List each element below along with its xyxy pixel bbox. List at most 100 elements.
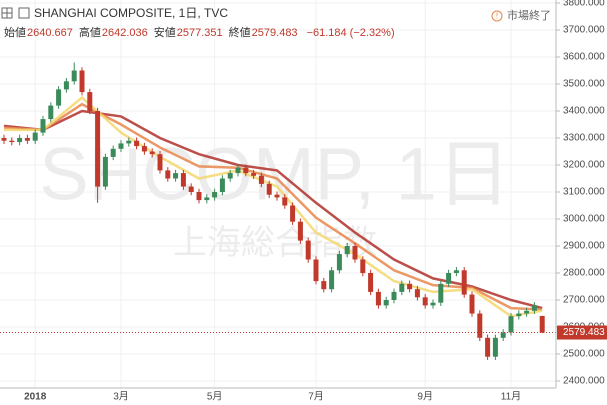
ribbon-line bbox=[4, 95, 543, 318]
candle-body bbox=[375, 291, 381, 306]
status-icon-mark: ! bbox=[496, 12, 498, 21]
candle-body bbox=[305, 240, 311, 260]
candle-body bbox=[352, 246, 358, 260]
candle-body bbox=[524, 310, 530, 314]
candle-body bbox=[79, 70, 85, 93]
y-tick-label: 3000.000 bbox=[563, 214, 605, 225]
ohlc-line: 始値 2640.667 高値 2642.036 安値 2577.351 終値 2579.483… bbox=[4, 25, 395, 39]
ohlc-text: −61.184 (−2.32%) bbox=[307, 27, 395, 39]
candle-body bbox=[149, 151, 155, 155]
candle-body bbox=[95, 111, 101, 187]
y-tick-label: 3400.000 bbox=[563, 106, 605, 117]
candle-body bbox=[313, 259, 319, 282]
candle-body bbox=[126, 140, 132, 144]
candle-body bbox=[274, 194, 280, 198]
y-tick-label: 3800.000 bbox=[563, 0, 605, 9]
status: 市場終了 bbox=[507, 8, 551, 22]
watermark: SHCOMP, 1日 bbox=[39, 133, 511, 216]
candle-body bbox=[477, 313, 483, 338]
candle-body bbox=[9, 140, 15, 143]
candle-body bbox=[134, 140, 140, 147]
candle-body bbox=[446, 273, 452, 284]
x-tick-label: 5月 bbox=[207, 391, 223, 403]
candle-body bbox=[71, 70, 77, 82]
y-tick-label: 2800.000 bbox=[563, 268, 605, 279]
candle-body bbox=[212, 192, 218, 198]
ribbon-line bbox=[3, 109, 543, 310]
candle-body bbox=[56, 89, 62, 106]
y-tick-label: 3100.000 bbox=[563, 187, 605, 198]
candle-body bbox=[219, 178, 225, 192]
last-price-label: 2579.483 bbox=[563, 327, 605, 338]
x-tick-label: 9月 bbox=[417, 391, 433, 403]
candle-body bbox=[360, 259, 366, 273]
candle-body bbox=[102, 156, 108, 187]
ohlc-text: 2642.036 bbox=[102, 27, 148, 39]
candle-body bbox=[290, 205, 296, 222]
candle-body bbox=[282, 197, 288, 206]
candle-body bbox=[414, 289, 420, 298]
candle-body bbox=[110, 148, 116, 157]
candle-body bbox=[500, 332, 506, 338]
candle-body bbox=[251, 173, 257, 176]
status-icon bbox=[491, 10, 503, 22]
candle-body bbox=[157, 154, 163, 171]
ohlc-text: 終値 bbox=[229, 25, 251, 39]
candle-body bbox=[227, 173, 233, 179]
ribbon-line bbox=[3, 102, 543, 311]
candle-body bbox=[40, 119, 46, 133]
ohlc-text: 2640.667 bbox=[27, 27, 73, 39]
ohlc-text: 始値 bbox=[4, 25, 26, 39]
candle-body bbox=[188, 186, 194, 192]
y-tick-label: 3700.000 bbox=[563, 25, 605, 36]
candle-body bbox=[453, 270, 459, 273]
candle-body bbox=[118, 143, 124, 149]
chart-title: SHANGHAI COMPOSITE, 1日, TVC bbox=[34, 6, 228, 20]
y-tick-label: 3300.000 bbox=[563, 133, 605, 144]
y-tick-label: 3600.000 bbox=[563, 52, 605, 63]
candle-body bbox=[141, 146, 147, 152]
candle-body bbox=[87, 92, 93, 111]
candle-body bbox=[407, 283, 413, 290]
candle-body bbox=[508, 316, 514, 333]
candle-body bbox=[485, 337, 491, 357]
ohlc-text: 2579.483 bbox=[252, 27, 298, 39]
axis: 2400.0002500.0002600.0002700.0002800.000… bbox=[24, 0, 607, 403]
x-tick-label: 2018 bbox=[24, 392, 47, 403]
candle-body bbox=[196, 192, 202, 201]
candle-body bbox=[24, 138, 30, 141]
x-tick-label: 3月 bbox=[113, 391, 129, 403]
y-tick-label: 2700.000 bbox=[563, 295, 605, 306]
watermark-sub: 上海総合指数 bbox=[173, 224, 377, 262]
y-tick-label: 3500.000 bbox=[563, 79, 605, 90]
y-tick-label: 2500.000 bbox=[563, 349, 605, 360]
grid bbox=[0, 0, 556, 388]
candle-body bbox=[204, 197, 210, 201]
candle-body bbox=[336, 254, 342, 271]
candle-body bbox=[469, 294, 475, 314]
candle-body bbox=[235, 167, 241, 174]
candle-body bbox=[344, 246, 350, 255]
last-price-box bbox=[557, 325, 607, 340]
ohlc-text: 2577.351 bbox=[177, 27, 223, 39]
candle-body bbox=[539, 316, 545, 333]
candle-body bbox=[17, 138, 23, 143]
ohlc-text: 安値 bbox=[154, 25, 176, 39]
candle-body bbox=[258, 175, 264, 184]
candle-body bbox=[461, 270, 467, 295]
candle-body bbox=[165, 170, 171, 179]
candle-body bbox=[321, 281, 327, 290]
candle-body bbox=[180, 173, 186, 187]
x-tick-label: 7月 bbox=[308, 391, 324, 403]
candle-body bbox=[422, 297, 428, 306]
plot bbox=[0, 62, 556, 360]
candle-body bbox=[173, 173, 179, 179]
ohlc-text: 高値 bbox=[79, 25, 101, 39]
candle-body bbox=[266, 183, 272, 195]
candle-body bbox=[391, 291, 397, 300]
symbol-icon[interactable] bbox=[18, 7, 30, 19]
candle-body bbox=[430, 302, 436, 306]
candle-body bbox=[297, 221, 303, 241]
